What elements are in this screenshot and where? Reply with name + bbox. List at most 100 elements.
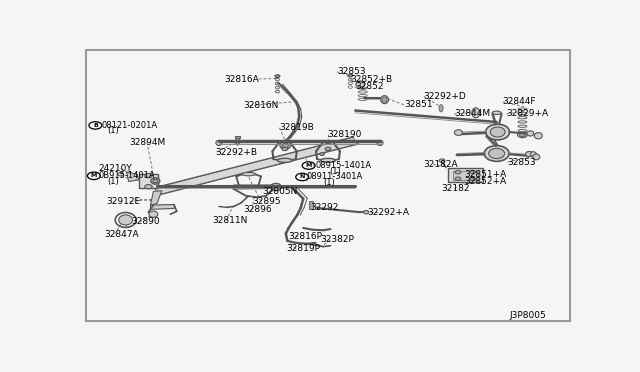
Text: 32382P: 32382P (320, 235, 354, 244)
Text: 32292: 32292 (310, 203, 339, 212)
Ellipse shape (348, 74, 353, 77)
Text: 24210Y: 24210Y (99, 164, 132, 173)
Ellipse shape (454, 130, 463, 135)
Ellipse shape (275, 75, 280, 78)
Text: N: N (300, 174, 305, 179)
Bar (308, 201, 312, 209)
Text: 32805N: 32805N (262, 187, 298, 196)
Polygon shape (453, 171, 478, 180)
Text: (1): (1) (108, 177, 119, 186)
Text: 32819P: 32819P (286, 244, 321, 253)
Ellipse shape (439, 105, 443, 112)
Text: 32292+B: 32292+B (215, 148, 257, 157)
Text: 32894M: 32894M (129, 138, 166, 147)
Text: 328190: 328190 (327, 129, 362, 138)
Ellipse shape (531, 152, 536, 156)
Ellipse shape (484, 145, 509, 161)
Ellipse shape (118, 172, 124, 176)
Ellipse shape (153, 179, 158, 183)
Text: 08911-3401A: 08911-3401A (307, 173, 363, 182)
Ellipse shape (321, 158, 335, 162)
Ellipse shape (439, 159, 445, 162)
Polygon shape (233, 185, 275, 189)
Ellipse shape (520, 133, 525, 137)
Polygon shape (127, 172, 138, 182)
Text: (1): (1) (329, 167, 340, 176)
Ellipse shape (490, 127, 505, 137)
Text: 08121-0201A: 08121-0201A (102, 121, 158, 130)
Ellipse shape (242, 172, 255, 176)
Ellipse shape (489, 148, 504, 158)
Text: 32182A: 32182A (424, 160, 458, 169)
Text: 32847A: 32847A (104, 230, 138, 239)
Text: 32853: 32853 (508, 158, 536, 167)
Text: 08915-1401A: 08915-1401A (315, 161, 371, 170)
Text: B: B (93, 123, 98, 128)
Ellipse shape (455, 177, 461, 180)
Ellipse shape (118, 215, 132, 225)
Text: 32852+A: 32852+A (465, 177, 506, 186)
Polygon shape (154, 138, 358, 195)
Ellipse shape (145, 173, 152, 178)
Ellipse shape (145, 185, 152, 189)
Ellipse shape (236, 138, 240, 145)
Ellipse shape (280, 141, 291, 149)
Text: 32292+D: 32292+D (424, 92, 467, 101)
Ellipse shape (382, 97, 387, 102)
Ellipse shape (216, 140, 222, 145)
Polygon shape (150, 205, 174, 209)
Text: (1): (1) (323, 178, 335, 187)
Text: 32811N: 32811N (212, 216, 248, 225)
Ellipse shape (455, 170, 461, 174)
Ellipse shape (149, 211, 158, 217)
Ellipse shape (151, 178, 160, 184)
Text: 32844F: 32844F (502, 97, 536, 106)
Text: M: M (91, 173, 97, 178)
Text: 32896: 32896 (244, 205, 272, 214)
Ellipse shape (282, 143, 288, 148)
Text: J3P8005: J3P8005 (509, 311, 547, 320)
Text: 0B915-1401A: 0B915-1401A (99, 171, 156, 180)
Text: 32816N: 32816N (244, 101, 279, 110)
Ellipse shape (271, 183, 282, 190)
Ellipse shape (470, 177, 476, 180)
Ellipse shape (282, 147, 288, 151)
Ellipse shape (364, 211, 369, 214)
Ellipse shape (486, 124, 509, 140)
Text: 32851: 32851 (404, 100, 433, 109)
Text: 32182: 32182 (441, 184, 470, 193)
Text: 32895: 32895 (253, 197, 281, 206)
Text: 32851+A: 32851+A (465, 170, 507, 179)
Text: 32912E: 32912E (106, 197, 140, 206)
Ellipse shape (325, 147, 331, 151)
Ellipse shape (518, 132, 527, 138)
Ellipse shape (277, 158, 292, 162)
Ellipse shape (319, 153, 324, 155)
Ellipse shape (381, 96, 388, 104)
Polygon shape (138, 174, 158, 189)
Text: 32852+B: 32852+B (350, 75, 392, 84)
Text: 32829+A: 32829+A (507, 109, 548, 118)
Ellipse shape (525, 151, 533, 157)
Ellipse shape (533, 154, 540, 160)
Text: 32816A: 32816A (224, 74, 259, 83)
Ellipse shape (356, 81, 365, 87)
Text: 32819B: 32819B (280, 123, 314, 132)
Text: 32844M: 32844M (454, 109, 490, 118)
Text: 32890: 32890 (131, 217, 160, 226)
Ellipse shape (492, 111, 501, 115)
Polygon shape (150, 191, 162, 205)
Ellipse shape (377, 140, 383, 145)
Ellipse shape (534, 132, 542, 139)
Polygon shape (448, 169, 483, 182)
Ellipse shape (527, 131, 534, 136)
Text: 32852: 32852 (355, 82, 383, 91)
Text: M: M (305, 163, 312, 168)
Text: 32853: 32853 (337, 67, 365, 76)
Text: 32816P: 32816P (288, 232, 323, 241)
Text: 32292+A: 32292+A (367, 208, 410, 217)
Ellipse shape (472, 108, 480, 118)
Ellipse shape (470, 170, 476, 174)
Bar (236, 136, 240, 138)
Text: (1): (1) (108, 126, 119, 135)
